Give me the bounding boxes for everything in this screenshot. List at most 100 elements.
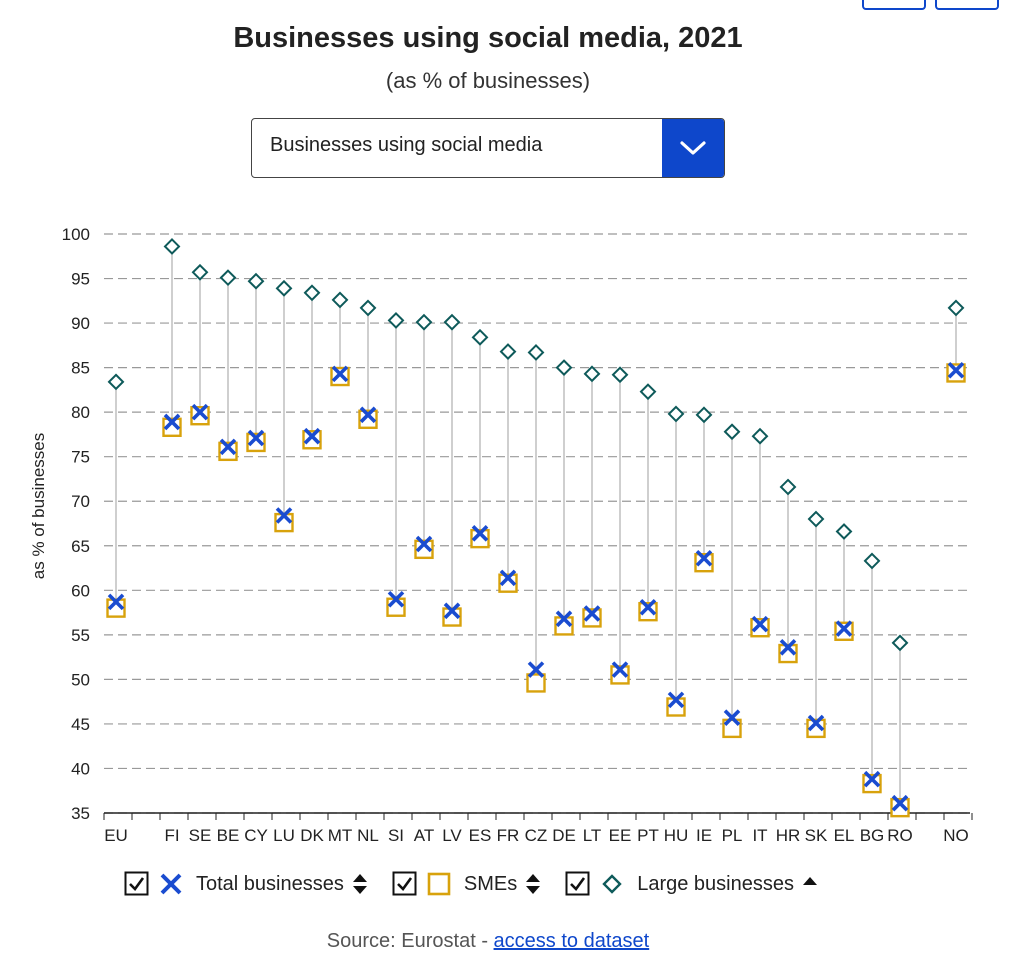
large-marker xyxy=(247,272,265,290)
large-marker xyxy=(359,299,377,317)
total-marker-stroke xyxy=(359,406,377,424)
total-marker-stroke xyxy=(807,714,825,732)
y-tick-label: 85 xyxy=(71,359,90,378)
axes: 35 40 45 50 55 60 65 70 75 80 85 90 95 100 EU FI SE BE CY L… xyxy=(62,225,973,845)
x-tick-label: IE xyxy=(696,826,712,845)
large-marker xyxy=(387,311,405,329)
total-marker-stroke xyxy=(191,403,209,421)
x-tick-label: HU xyxy=(664,826,689,845)
total-marker-stroke xyxy=(527,661,545,678)
total-marker xyxy=(387,590,405,608)
total-marker-stroke xyxy=(247,429,265,447)
x-tick-label: NL xyxy=(357,826,379,845)
total-marker xyxy=(751,615,769,633)
x-tick-label: SI xyxy=(388,826,404,845)
sme-marker xyxy=(190,406,210,426)
legend-smes[interactable]: SMEs xyxy=(392,871,541,897)
toolbar-button-right[interactable] xyxy=(935,0,999,10)
checkbox-checked-icon[interactable] xyxy=(392,871,418,897)
total-marker xyxy=(667,691,685,709)
total-marker xyxy=(415,535,433,553)
x-tick-label: RO xyxy=(887,826,913,845)
sme-marker xyxy=(582,608,602,628)
legend-large[interactable]: Large businesses xyxy=(565,871,818,897)
total-marker-stroke xyxy=(471,525,489,542)
large-marker xyxy=(583,365,601,383)
legend-total[interactable]: Total businesses xyxy=(124,871,368,897)
large-marker xyxy=(443,313,461,331)
y-tick-label: 70 xyxy=(71,492,90,511)
large-marker xyxy=(751,427,769,445)
large-marker xyxy=(191,263,209,281)
x-tick-label: BG xyxy=(860,826,885,845)
x-tick-label: LV xyxy=(442,826,462,845)
checkbox-checked-icon[interactable] xyxy=(565,871,591,897)
sort-ascending-icon[interactable] xyxy=(802,873,818,895)
total-marker-stroke xyxy=(275,507,293,524)
sme-marker xyxy=(358,409,378,429)
total-marker-stroke xyxy=(723,709,741,726)
large-marker xyxy=(835,523,853,540)
total-marker xyxy=(191,403,209,421)
total-marker xyxy=(947,362,965,379)
sme-marker xyxy=(330,366,350,387)
large-marker xyxy=(891,634,909,652)
total-marker xyxy=(527,661,545,678)
total-marker xyxy=(219,438,237,456)
toolbar-button-left[interactable] xyxy=(862,0,926,10)
x-tick-label: EU xyxy=(104,826,128,845)
indicator-select[interactable]: Businesses using social media xyxy=(251,118,725,178)
total-marker-stroke xyxy=(163,413,181,431)
dropdown-toggle-button[interactable] xyxy=(662,119,724,177)
large-marker xyxy=(947,299,965,317)
total-marker-stroke xyxy=(639,598,657,616)
sme-marker xyxy=(610,665,630,685)
sme-marker xyxy=(834,621,854,641)
y-tick-label: 45 xyxy=(71,715,90,734)
large-marker xyxy=(415,313,433,331)
x-tick-label: HR xyxy=(776,826,801,845)
total-marker xyxy=(107,593,125,611)
checkbox-checked-icon[interactable] xyxy=(124,871,150,897)
sme-marker xyxy=(246,432,266,453)
sme-marker xyxy=(946,363,966,383)
large-marker xyxy=(471,328,489,346)
y-tick-label: 35 xyxy=(71,804,90,823)
sort-icon[interactable] xyxy=(525,873,541,895)
total-marker xyxy=(695,549,713,567)
large-marker xyxy=(219,269,237,287)
x-tick-label: IT xyxy=(752,826,767,845)
total-marker-stroke xyxy=(555,610,573,628)
y-tick-label: 75 xyxy=(71,448,90,467)
total-marker xyxy=(835,620,853,637)
x-tick-label: ES xyxy=(469,826,492,845)
sme-marker xyxy=(694,552,714,573)
total-marker xyxy=(807,714,825,732)
y-tick-label: 80 xyxy=(71,403,90,422)
y-tick-label: 40 xyxy=(71,759,90,778)
large-marker xyxy=(863,552,881,570)
sme-marker xyxy=(890,797,910,818)
total-marker xyxy=(863,770,881,788)
sme-marker xyxy=(162,417,182,437)
x-tick-label: FI xyxy=(164,826,179,845)
x-tick-label: DE xyxy=(552,826,576,845)
dataset-link[interactable]: access to dataset xyxy=(493,930,650,952)
total-marker xyxy=(443,602,461,620)
sort-icon[interactable] xyxy=(352,873,368,895)
sme-marker xyxy=(218,441,238,462)
total-marker xyxy=(247,429,265,447)
sme-marker xyxy=(414,539,434,560)
y-tick-label: 100 xyxy=(62,225,90,244)
sme-marker xyxy=(750,618,770,638)
sme-marker xyxy=(302,430,322,450)
y-axis-label: as % of businesses xyxy=(29,433,48,579)
legend-total-label: Total businesses xyxy=(196,872,344,895)
total-marker-stroke xyxy=(331,365,349,383)
total-marker xyxy=(891,794,909,812)
total-marker-stroke xyxy=(499,569,517,587)
sme-marker xyxy=(806,718,826,739)
total-marker-stroke xyxy=(751,615,769,633)
large-marker xyxy=(807,510,825,528)
y-tick-label: 90 xyxy=(71,314,90,333)
